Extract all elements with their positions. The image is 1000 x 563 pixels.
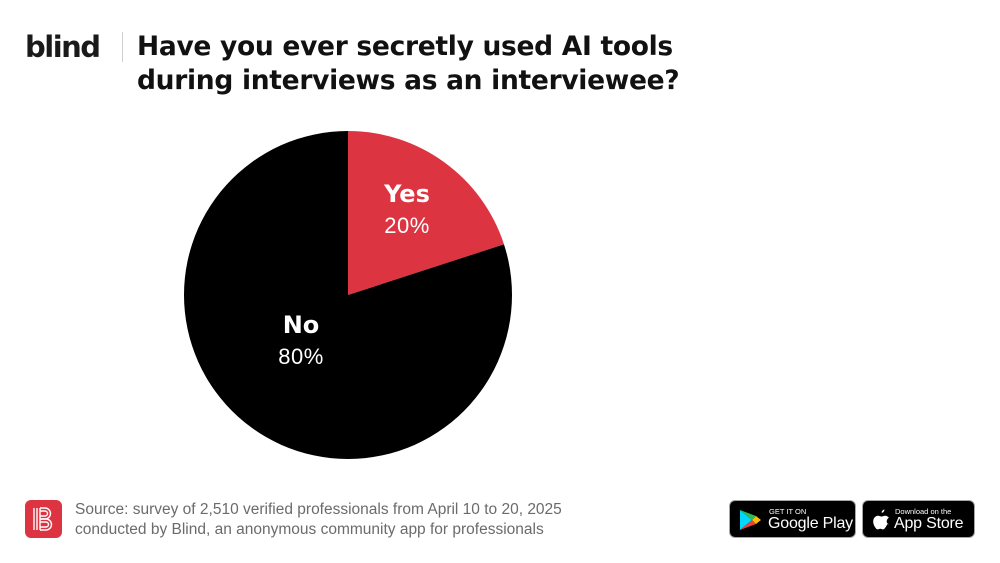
- source-line-2: conducted by Blind, an anonymous communi…: [75, 521, 544, 538]
- slice-label-yes: Yes 20%: [359, 179, 455, 241]
- pie-chart-svg: [184, 131, 512, 459]
- app-store-button[interactable]: Download on the App Store: [862, 500, 975, 538]
- google-play-big-text: Google Play: [768, 515, 853, 532]
- google-play-icon: [740, 510, 761, 530]
- blind-b-logo-icon: [25, 500, 62, 538]
- app-store-small-text: Download on the: [895, 507, 952, 516]
- slice-label-no-value: 80%: [278, 344, 324, 369]
- page-title: Have you ever secretly used AI tools dur…: [137, 30, 680, 98]
- google-play-small-text: GET IT ON: [769, 507, 807, 516]
- title-line-1: Have you ever secretly used AI tools: [137, 31, 673, 62]
- pie-chart: Yes 20% No 80%: [183, 130, 513, 460]
- title-line-2: during interviews as an interviewee?: [137, 65, 680, 96]
- slice-label-no-name: No: [282, 311, 320, 339]
- slice-label-yes-value: 20%: [384, 213, 430, 238]
- slice-label-no: No 80%: [253, 310, 349, 372]
- apple-icon: [873, 509, 890, 530]
- source-line-1: Source: survey of 2,510 verified profess…: [75, 501, 562, 518]
- app-store-big-text: App Store: [894, 515, 964, 532]
- source-note: Source: survey of 2,510 verified profess…: [75, 500, 562, 540]
- slice-label-yes-name: Yes: [384, 180, 430, 208]
- pie-slice-no: [184, 131, 512, 459]
- google-play-button[interactable]: GET IT ON Google Play: [729, 500, 856, 538]
- title-divider: [122, 32, 123, 62]
- blind-logo: blind: [25, 30, 101, 64]
- pie-slice-yes: [348, 131, 504, 295]
